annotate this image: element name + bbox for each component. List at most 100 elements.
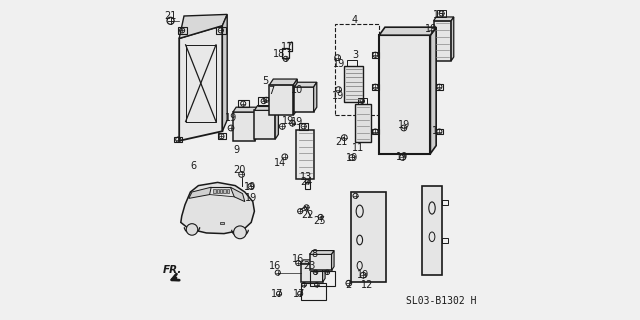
Bar: [372, 129, 380, 134]
Text: 19: 19: [291, 116, 303, 127]
Text: 7: 7: [268, 86, 275, 96]
Bar: [380, 35, 431, 154]
Text: 19: 19: [245, 193, 257, 204]
Text: 6: 6: [191, 161, 196, 172]
Text: 19: 19: [346, 153, 358, 164]
Text: 18: 18: [273, 49, 285, 60]
Bar: [437, 10, 447, 17]
Text: 8: 8: [312, 249, 318, 260]
Text: 19: 19: [332, 91, 344, 101]
Polygon shape: [254, 106, 278, 110]
Text: 19: 19: [356, 270, 369, 280]
Text: 25: 25: [313, 216, 326, 226]
Text: 2: 2: [346, 280, 352, 291]
Polygon shape: [314, 82, 317, 112]
Text: 14: 14: [274, 158, 287, 168]
Bar: [269, 85, 293, 115]
Polygon shape: [269, 79, 298, 85]
Bar: [310, 254, 332, 270]
Text: 13: 13: [300, 172, 312, 182]
Text: 12: 12: [361, 280, 374, 291]
Polygon shape: [179, 14, 227, 38]
Polygon shape: [293, 79, 298, 115]
Polygon shape: [230, 187, 245, 202]
Polygon shape: [332, 251, 334, 270]
Polygon shape: [223, 14, 227, 131]
Polygon shape: [301, 260, 325, 264]
Bar: [282, 48, 289, 58]
Bar: [174, 137, 182, 142]
Circle shape: [186, 224, 198, 235]
Text: 17: 17: [271, 289, 283, 299]
Polygon shape: [380, 27, 436, 35]
Text: 4: 4: [351, 15, 358, 25]
Bar: [223, 189, 226, 193]
Bar: [422, 186, 442, 275]
Text: 19: 19: [425, 24, 438, 34]
Text: 17: 17: [293, 289, 305, 300]
Bar: [436, 84, 443, 90]
Bar: [233, 112, 255, 141]
Circle shape: [234, 226, 246, 239]
Bar: [436, 129, 443, 134]
Bar: [178, 27, 187, 34]
Polygon shape: [434, 17, 454, 21]
Bar: [355, 104, 371, 142]
Bar: [442, 200, 448, 205]
Bar: [299, 123, 308, 130]
Text: 19: 19: [397, 120, 410, 131]
Polygon shape: [310, 251, 334, 254]
Polygon shape: [255, 107, 258, 141]
Bar: [294, 87, 314, 112]
Text: 5: 5: [262, 76, 268, 86]
Text: 23: 23: [303, 261, 316, 271]
Text: 21: 21: [335, 137, 348, 148]
Bar: [214, 189, 216, 193]
Text: 10: 10: [291, 85, 303, 95]
Polygon shape: [275, 106, 278, 139]
Text: 15: 15: [433, 10, 445, 20]
Bar: [216, 27, 226, 34]
Text: 3: 3: [353, 50, 359, 60]
Text: 24: 24: [300, 177, 313, 188]
Text: FR.: FR.: [163, 265, 182, 275]
Bar: [305, 182, 310, 189]
Bar: [301, 283, 326, 300]
Text: 19: 19: [396, 152, 408, 162]
Polygon shape: [323, 260, 325, 282]
Bar: [434, 21, 451, 61]
Text: SL03-B1302 H: SL03-B1302 H: [406, 296, 477, 307]
Bar: [220, 189, 223, 193]
Bar: [301, 264, 323, 282]
Bar: [217, 189, 219, 193]
Bar: [310, 271, 335, 286]
Bar: [372, 84, 380, 90]
Text: 11: 11: [351, 143, 364, 153]
Text: 21: 21: [164, 11, 177, 21]
Bar: [296, 130, 314, 179]
Polygon shape: [179, 26, 223, 141]
Bar: [351, 192, 386, 282]
Text: 20: 20: [233, 165, 246, 175]
Polygon shape: [233, 107, 258, 112]
Text: 16: 16: [291, 254, 304, 264]
Bar: [358, 98, 367, 104]
Bar: [347, 60, 357, 66]
Polygon shape: [294, 82, 317, 87]
Bar: [372, 52, 380, 58]
Text: 19: 19: [225, 113, 237, 124]
Bar: [335, 24, 379, 115]
Polygon shape: [189, 187, 211, 198]
Bar: [218, 133, 226, 139]
Text: 1: 1: [431, 126, 438, 136]
Bar: [442, 238, 448, 243]
Text: 9: 9: [234, 145, 240, 156]
Bar: [254, 110, 275, 139]
Text: 22: 22: [301, 210, 314, 220]
Polygon shape: [181, 182, 254, 234]
Bar: [238, 100, 249, 107]
Text: 19: 19: [244, 182, 257, 192]
Text: 11: 11: [281, 42, 294, 52]
Bar: [344, 66, 364, 102]
Bar: [258, 97, 270, 106]
